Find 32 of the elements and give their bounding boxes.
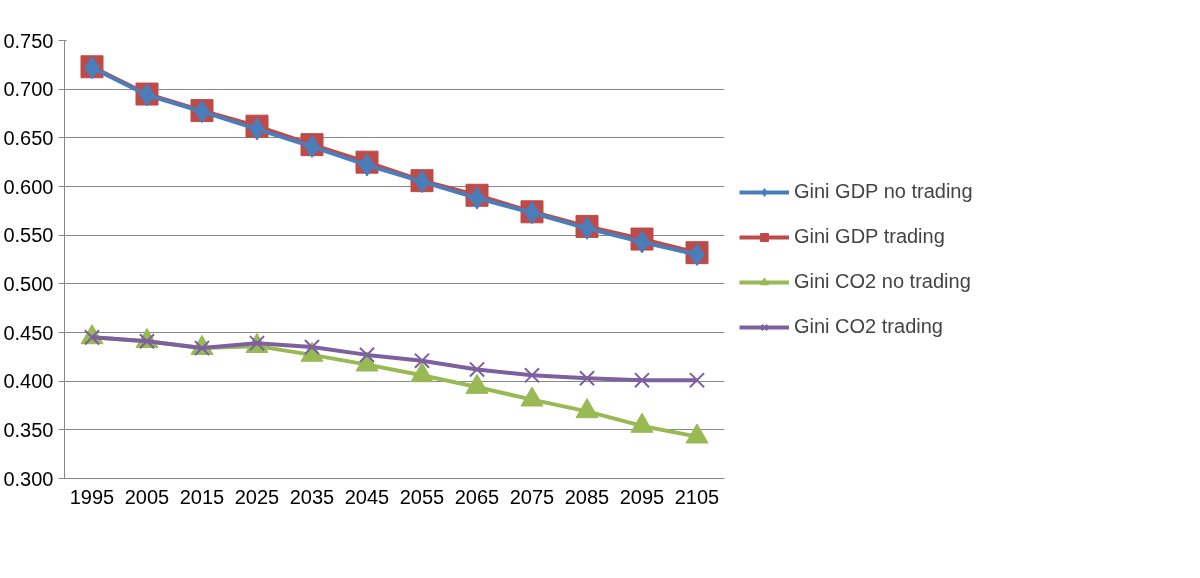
x-tick-label: 2065 [454, 485, 500, 508]
point [578, 370, 596, 387]
y-tick-label: 0.550 [3, 224, 54, 247]
y-tick-label: 0.650 [3, 126, 54, 149]
x-tick-label: 2095 [619, 485, 665, 508]
point [468, 361, 486, 378]
x-tick-label: 2025 [234, 485, 280, 508]
point [413, 352, 431, 369]
x-tick-label: 2015 [179, 485, 225, 508]
x-tick-label: 2105 [674, 485, 720, 508]
legend-label: Gini GDP trading [794, 225, 945, 248]
x-tick-label: 2075 [509, 485, 555, 508]
y-tick-label: 0.600 [3, 175, 54, 198]
x-tick-label: 2005 [124, 485, 170, 508]
point [688, 372, 706, 389]
x-tick-label: 2085 [564, 485, 610, 508]
point [633, 372, 651, 389]
legend-label: Gini CO2 no trading [794, 270, 971, 293]
x-tick-label: 2055 [399, 485, 445, 508]
y-tick-label: 0.300 [3, 467, 54, 490]
y-tick-label: 0.500 [3, 272, 54, 295]
y-tick-label: 0.450 [3, 321, 54, 344]
legend-label: Gini CO2 trading [794, 315, 943, 338]
x-tick-label: 1995 [69, 485, 115, 508]
x-tick-label: 2035 [289, 485, 335, 508]
x-tick-label: 2045 [344, 485, 390, 508]
y-tick-label: 0.350 [3, 418, 54, 441]
point [523, 367, 541, 384]
legend-label: Gini GDP no trading [794, 180, 973, 203]
y-tick-label: 0.700 [3, 78, 54, 101]
y-tick-label: 0.400 [3, 370, 54, 393]
y-tick-label: 0.750 [3, 29, 54, 52]
